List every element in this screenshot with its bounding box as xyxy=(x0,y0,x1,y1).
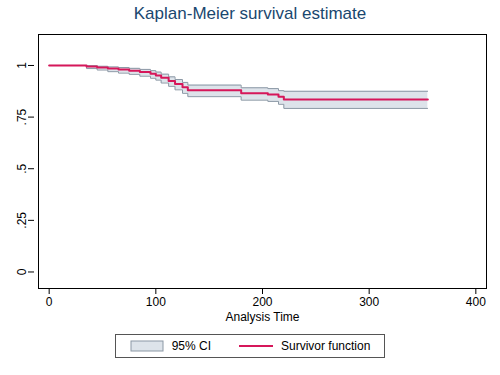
svg-text:.75: .75 xyxy=(15,108,29,125)
svg-text:.25: .25 xyxy=(15,212,29,229)
svg-text:Analysis Time: Analysis Time xyxy=(225,310,299,324)
html-text:Kaplan-Meier survival estimate: Kaplan-Meier survival estimate xyxy=(133,4,367,23)
html-text:Survivor function: Survivor function xyxy=(281,339,371,353)
svg-text:0: 0 xyxy=(46,295,53,309)
html-text:95% CI: 95% CI xyxy=(171,339,211,353)
svg-text:200: 200 xyxy=(252,295,272,309)
svg-text:300: 300 xyxy=(359,295,379,309)
svg-text:400: 400 xyxy=(466,295,486,309)
svg-text:.5: .5 xyxy=(15,163,29,173)
svg-text:100: 100 xyxy=(146,295,166,309)
svg-text:1: 1 xyxy=(15,62,29,69)
svg-text:0: 0 xyxy=(15,268,29,275)
